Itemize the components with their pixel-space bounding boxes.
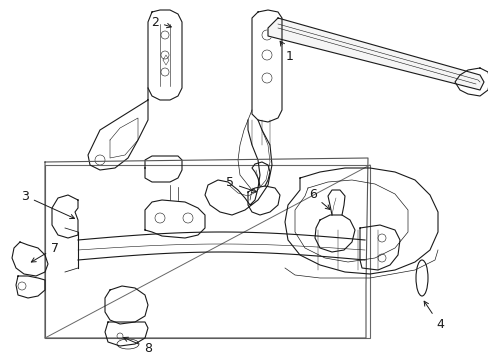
Text: 4: 4 [423, 301, 443, 332]
Text: 6: 6 [308, 189, 329, 210]
Bar [45, 165, 369, 338]
Text: 3: 3 [21, 189, 74, 219]
Text: 5: 5 [225, 176, 256, 193]
Text: 2: 2 [151, 15, 171, 28]
Text: 1: 1 [280, 41, 293, 63]
Text: 7: 7 [31, 242, 59, 262]
Text: 8: 8 [123, 337, 152, 355]
Polygon shape [267, 18, 483, 90]
